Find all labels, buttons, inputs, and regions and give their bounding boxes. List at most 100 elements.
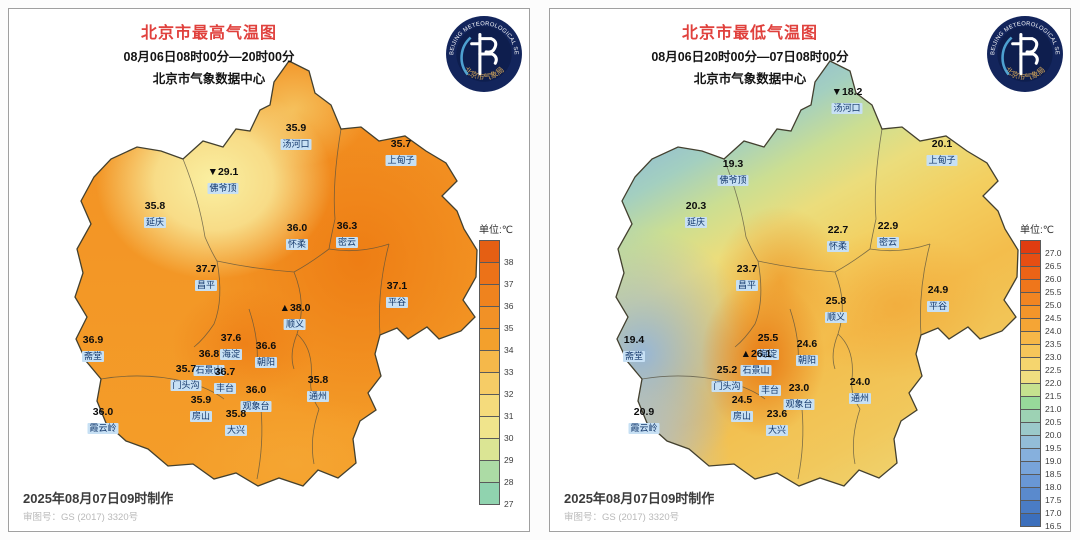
station-label-chip: 昌平 — [735, 280, 759, 291]
map-made-time: 2025年08月07日09时制作 — [564, 491, 715, 506]
station-value: 25.8 — [825, 295, 847, 307]
station: 36.0 霞云岭 — [87, 407, 119, 436]
legend-block: 22.5 — [1020, 358, 1062, 375]
legend-block: 17.5 — [1020, 488, 1062, 505]
station: 19.3 佛爷顶 — [717, 159, 749, 188]
legend-tick-label: 19.0 — [1044, 456, 1062, 466]
legend-title: 单位:℃ — [478, 225, 513, 236]
station-value: 20.1 — [931, 138, 953, 150]
legend-block: 28 — [479, 461, 513, 487]
station-label-chip: 佛爷顶 — [717, 175, 749, 186]
station: 35.9 汤河口 — [280, 123, 312, 152]
station-label-chip: 观象台 — [783, 399, 815, 410]
map-source: 北京市气象数据中心 — [152, 72, 266, 86]
station-value: 24.9 — [927, 284, 949, 296]
map-header: 北京市最低气温图 08月06日20时00分—07日08时00分 北京市气象数据中… — [605, 19, 895, 87]
station-label-chip: 汤河口 — [280, 139, 312, 150]
station-value: ▼29.1 — [207, 166, 239, 178]
station-label-chip: 怀柔 — [285, 239, 309, 250]
station-value: 24.5 — [731, 394, 753, 406]
legend-block: 29 — [479, 439, 513, 465]
station-value: 36.0 — [286, 222, 308, 234]
station-value: 36.3 — [336, 220, 358, 232]
station: 24.6 朝阳 — [795, 339, 819, 368]
station-value: 23.7 — [736, 263, 758, 275]
station-label-chip: 斋堂 — [81, 351, 105, 362]
station-value: 36.7 — [214, 366, 236, 378]
station-label-chip: 丰台 — [758, 385, 782, 396]
logo-swoosh — [460, 36, 472, 76]
station: 22.7 怀柔 — [826, 225, 850, 254]
logo-swoosh — [1001, 36, 1013, 76]
station-value: 22.9 — [877, 220, 899, 232]
station-label-chip: 平谷 — [385, 297, 409, 308]
legend-tick-label: 30 — [503, 433, 514, 443]
station: ▼29.1 佛爷顶 — [207, 166, 239, 196]
station-value: 35.7 — [390, 138, 412, 150]
station: ▲38.0 顺义 — [280, 303, 310, 332]
map-made-time: 2025年08月07日09时制作 — [23, 491, 174, 506]
station-value: 36.0 — [245, 384, 267, 396]
legend-tick-label: 17.5 — [1044, 495, 1062, 505]
legend-tick-label: 18.0 — [1044, 482, 1062, 492]
map-period: 08月06日20时00分—07日08时00分 — [651, 50, 849, 64]
legend-block: 30 — [479, 417, 513, 443]
max-temp-map-panel: 北京市最高气温图 08月06日08时00分—20时00分 北京市气象数据中心 B… — [8, 8, 530, 532]
legend-tick-label: 38 — [503, 257, 514, 267]
min-temp-map-panel: 北京市最低气温图 08月06日20时00分—07日08时00分 北京市气象数据中… — [549, 8, 1071, 532]
legend-block: 21.5 — [1020, 384, 1062, 401]
map-title: 北京市最高气温图 — [140, 25, 277, 42]
station-label-chip: 门头沟 — [711, 381, 743, 392]
legend-block: 24.0 — [1020, 319, 1062, 336]
legend-tick-label: 29 — [503, 455, 514, 465]
legend-tick-label: 25.5 — [1044, 287, 1062, 297]
station: 37.1 平谷 — [385, 280, 409, 310]
station-value: 37.1 — [386, 280, 408, 292]
station-value: 23.6 — [766, 408, 788, 420]
station-label-chip: 上甸子 — [385, 155, 417, 166]
station-label-chip: 门头沟 — [170, 380, 202, 391]
station: 24.5 房山 — [730, 394, 754, 424]
legend-block: 23.5 — [1020, 332, 1062, 349]
station-value: 37.7 — [195, 263, 217, 275]
station: 35.7 门头沟 — [170, 364, 202, 393]
legend-block: 27.0 — [1020, 241, 1062, 258]
station-value — [759, 369, 781, 380]
station-label-chip: 石景山 — [740, 365, 772, 376]
station-value: 35.8 — [307, 374, 329, 386]
map-approval-number: 审图号：GS (2017) 3320号 — [564, 512, 680, 523]
legend-tick-label: 23.0 — [1044, 352, 1062, 362]
station-value: 35.9 — [190, 394, 212, 406]
station-label-chip: 霞云岭 — [87, 423, 119, 434]
legend-tick-label: 20.0 — [1044, 430, 1062, 440]
station: 37.6 海淀 — [219, 333, 243, 362]
station: 36.0 怀柔 — [285, 222, 309, 252]
map-source: 北京市气象数据中心 — [693, 72, 807, 86]
legend-tick-label: 23.5 — [1044, 339, 1062, 349]
station-label-chip: 大兴 — [224, 425, 248, 436]
station-label-chip: 怀柔 — [826, 241, 850, 252]
station: 24.9 平谷 — [926, 284, 950, 314]
legend-block: 36 — [479, 285, 513, 311]
legend-tick-label: 19.5 — [1044, 443, 1062, 453]
station-label-chip: 斋堂 — [622, 351, 646, 362]
station-value: ▼18.2 — [831, 86, 863, 98]
legend-block: 19.5 — [1020, 436, 1062, 453]
station: 20.1 上甸子 — [926, 138, 958, 168]
legend-tick-label: 21.5 — [1044, 391, 1062, 401]
map-title: 北京市最低气温图 — [681, 25, 818, 42]
station-value: 24.0 — [849, 376, 871, 388]
station: 36.8 石景山 — [193, 349, 225, 378]
legend-tick-label: 28 — [503, 477, 514, 487]
station: 24.0 通州 — [848, 376, 872, 406]
legend-block: 27 — [479, 483, 513, 509]
station: 20.9 霞云岭 — [628, 407, 660, 436]
legend-tick-label: 27 — [503, 499, 514, 509]
station-label-chip: 通州 — [848, 393, 872, 404]
map-outline — [615, 60, 1019, 487]
station-label-chip: 观象台 — [240, 401, 272, 412]
legend-block: 18.5 — [1020, 462, 1062, 479]
legend-color-scale: 27.0 26.5 26.0 25.5 25.0 24.5 24.0 23.5 23.0 22.5… — [1019, 240, 1062, 531]
station-value: 25.5 — [757, 332, 779, 344]
legend-block: 25.0 — [1020, 293, 1062, 310]
